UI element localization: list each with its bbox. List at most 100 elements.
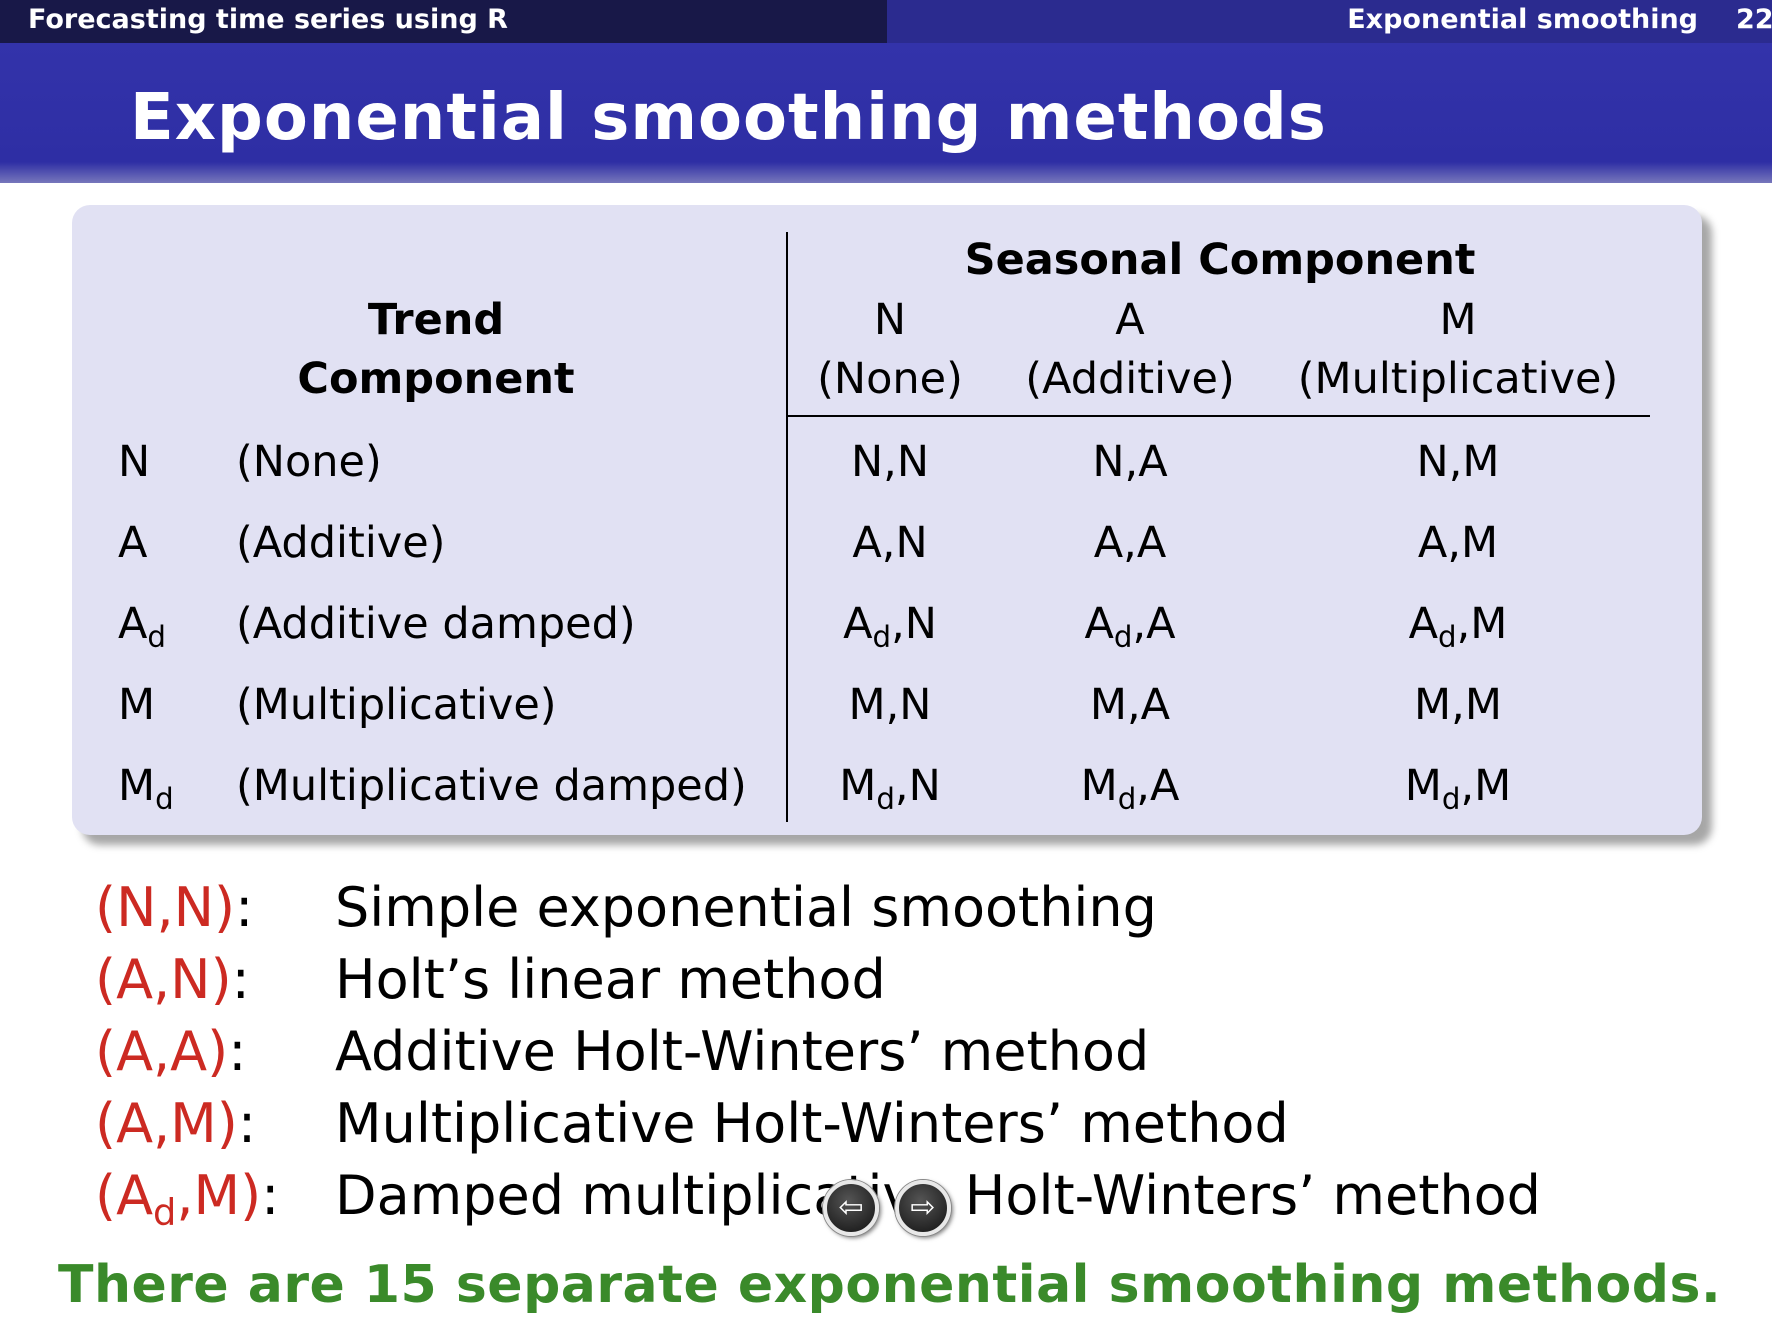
method-cell: M,N xyxy=(720,680,1060,730)
legend-colon: : xyxy=(235,876,254,939)
method-seasonal: ,M xyxy=(1456,599,1508,649)
method-seasonal: ,A xyxy=(1132,599,1176,649)
method-damped-sub: d xyxy=(872,619,892,654)
method-trend: M xyxy=(1080,761,1118,811)
legend-description: Holt’s linear method xyxy=(335,948,886,1011)
method-trend: A xyxy=(843,599,873,649)
method-cell: N,A xyxy=(960,437,1300,487)
method-seasonal: ,N xyxy=(883,437,929,487)
trend-row-label: (Multiplicative damped) xyxy=(236,761,747,811)
course-title: Forecasting time series using R xyxy=(0,0,887,43)
method-damped-sub: d xyxy=(876,781,895,816)
trend-row-code: M xyxy=(118,680,155,730)
methods-table-panel xyxy=(72,205,1702,835)
arrow-right-icon[interactable]: ⇨ xyxy=(895,1180,951,1236)
seasonal-col-label: (Multiplicative) xyxy=(1297,354,1619,404)
legend-colon: : xyxy=(237,1092,257,1155)
method-trend: M xyxy=(1414,680,1452,730)
method-seasonal: ,M xyxy=(1448,437,1500,487)
header-strip: Forecasting time series using R Exponent… xyxy=(0,0,1772,43)
seasonal-col-label: (Additive) xyxy=(1025,354,1235,404)
legend-colon: : xyxy=(231,948,250,1011)
method-trend: M xyxy=(1089,680,1127,730)
method-damped-sub: d xyxy=(1117,781,1137,816)
method-trend: N xyxy=(1416,437,1449,487)
section-bar: Exponential smoothing 22 xyxy=(887,0,1772,43)
method-cell: N,M xyxy=(1288,437,1628,487)
method-cell: Md,M xyxy=(1288,761,1628,813)
trend-code-sub: d xyxy=(155,781,174,816)
seasonal-col-code: M xyxy=(1439,295,1477,345)
method-seasonal: ,N xyxy=(894,761,941,811)
legend-code: (A,M) xyxy=(95,1092,238,1155)
trend-row-code: Md xyxy=(118,761,174,813)
page-number: 22 xyxy=(1736,4,1772,35)
method-trend: M xyxy=(1404,761,1442,811)
legend-item: (A,A): Additive Holt-Winters’ method xyxy=(95,1020,1149,1083)
trend-row-label: (Multiplicative) xyxy=(236,680,557,730)
footer-note: There are 15 separate exponential smooth… xyxy=(58,1255,1722,1315)
method-seasonal: ,N xyxy=(881,518,928,568)
legend-description: Multiplicative Holt-Winters’ method xyxy=(335,1092,1289,1155)
legend-item: (Ad,M): Damped multiplicative Holt-Winter… xyxy=(95,1164,1541,1231)
trend-row-code: A xyxy=(118,518,147,568)
legend-colon: : xyxy=(228,1020,247,1083)
method-cell: A,M xyxy=(1288,518,1628,568)
arrow-left-icon[interactable]: ⇦ xyxy=(823,1180,879,1236)
method-seasonal: ,N xyxy=(891,599,937,649)
method-cell: N,N xyxy=(720,437,1060,487)
trend-row-code: Ad xyxy=(118,599,166,651)
method-cell: M,M xyxy=(1288,680,1628,730)
trend-code-letter: N xyxy=(118,437,151,487)
seasonal-col-code: A xyxy=(1115,295,1145,345)
method-damped-sub: d xyxy=(1438,619,1457,654)
method-seasonal: ,A xyxy=(1124,437,1168,487)
legend-code-tail: ,M) xyxy=(176,1164,262,1227)
trend-row-label: (Additive damped) xyxy=(236,599,636,649)
legend-item: (A,M): Multiplicative Holt-Winters’ metho… xyxy=(95,1092,1289,1155)
legend-code: (A,A) xyxy=(95,1020,229,1083)
legend-description: Simple exponential smoothing xyxy=(335,876,1157,939)
seasonal-header: Seasonal Component xyxy=(964,235,1476,285)
method-seasonal: ,N xyxy=(885,680,932,730)
trend-code-sub: d xyxy=(147,619,166,654)
legend-description: Additive Holt-Winters’ method xyxy=(335,1020,1150,1083)
method-cell: Ad,A xyxy=(960,599,1300,651)
trend-row-label: (Additive) xyxy=(236,518,446,568)
trend-code-letter: A xyxy=(118,518,148,568)
table-vertical-rule xyxy=(786,232,788,822)
seasonal-col-label: (None) xyxy=(817,354,963,404)
trend-row-label: (None) xyxy=(236,437,382,487)
method-damped-sub: d xyxy=(1113,619,1133,654)
legend-item: (A,N): Holt’s linear method xyxy=(95,948,886,1011)
seasonal-col-code: N xyxy=(873,295,907,345)
trend-header-line1: Trend xyxy=(367,295,505,345)
method-trend: A xyxy=(1417,518,1448,568)
method-cell: A,A xyxy=(960,518,1300,568)
legend-code: (A xyxy=(95,1164,154,1227)
method-trend: N xyxy=(1092,437,1125,487)
method-trend: M xyxy=(839,761,877,811)
table-header-rule xyxy=(788,415,1650,417)
method-trend: A xyxy=(852,518,882,568)
legend-code: (A,N) xyxy=(95,948,232,1011)
method-seasonal: ,A xyxy=(1123,518,1167,568)
method-seasonal: ,A xyxy=(1136,761,1180,811)
method-seasonal: ,M xyxy=(1460,761,1512,811)
method-seasonal: ,M xyxy=(1447,518,1499,568)
method-cell: Md,N xyxy=(720,761,1060,813)
trend-code-letter: M xyxy=(118,680,156,730)
method-trend: A xyxy=(1084,599,1114,649)
legend-code: (N,N) xyxy=(95,876,236,939)
method-seasonal: ,M xyxy=(1451,680,1502,730)
method-seasonal: ,A xyxy=(1127,680,1171,730)
method-trend: N xyxy=(850,437,884,487)
trend-row-code: N xyxy=(118,437,150,487)
method-cell: M,A xyxy=(960,680,1300,730)
legend-item: (N,N): Simple exponential smoothing xyxy=(95,876,1157,939)
method-trend: A xyxy=(1093,518,1124,568)
slide-title: Exponential smoothing methods xyxy=(130,81,1327,155)
title-bar: Exponential smoothing methods xyxy=(0,43,1772,183)
method-cell: Md,A xyxy=(960,761,1300,813)
trend-code-letter: A xyxy=(118,599,148,649)
